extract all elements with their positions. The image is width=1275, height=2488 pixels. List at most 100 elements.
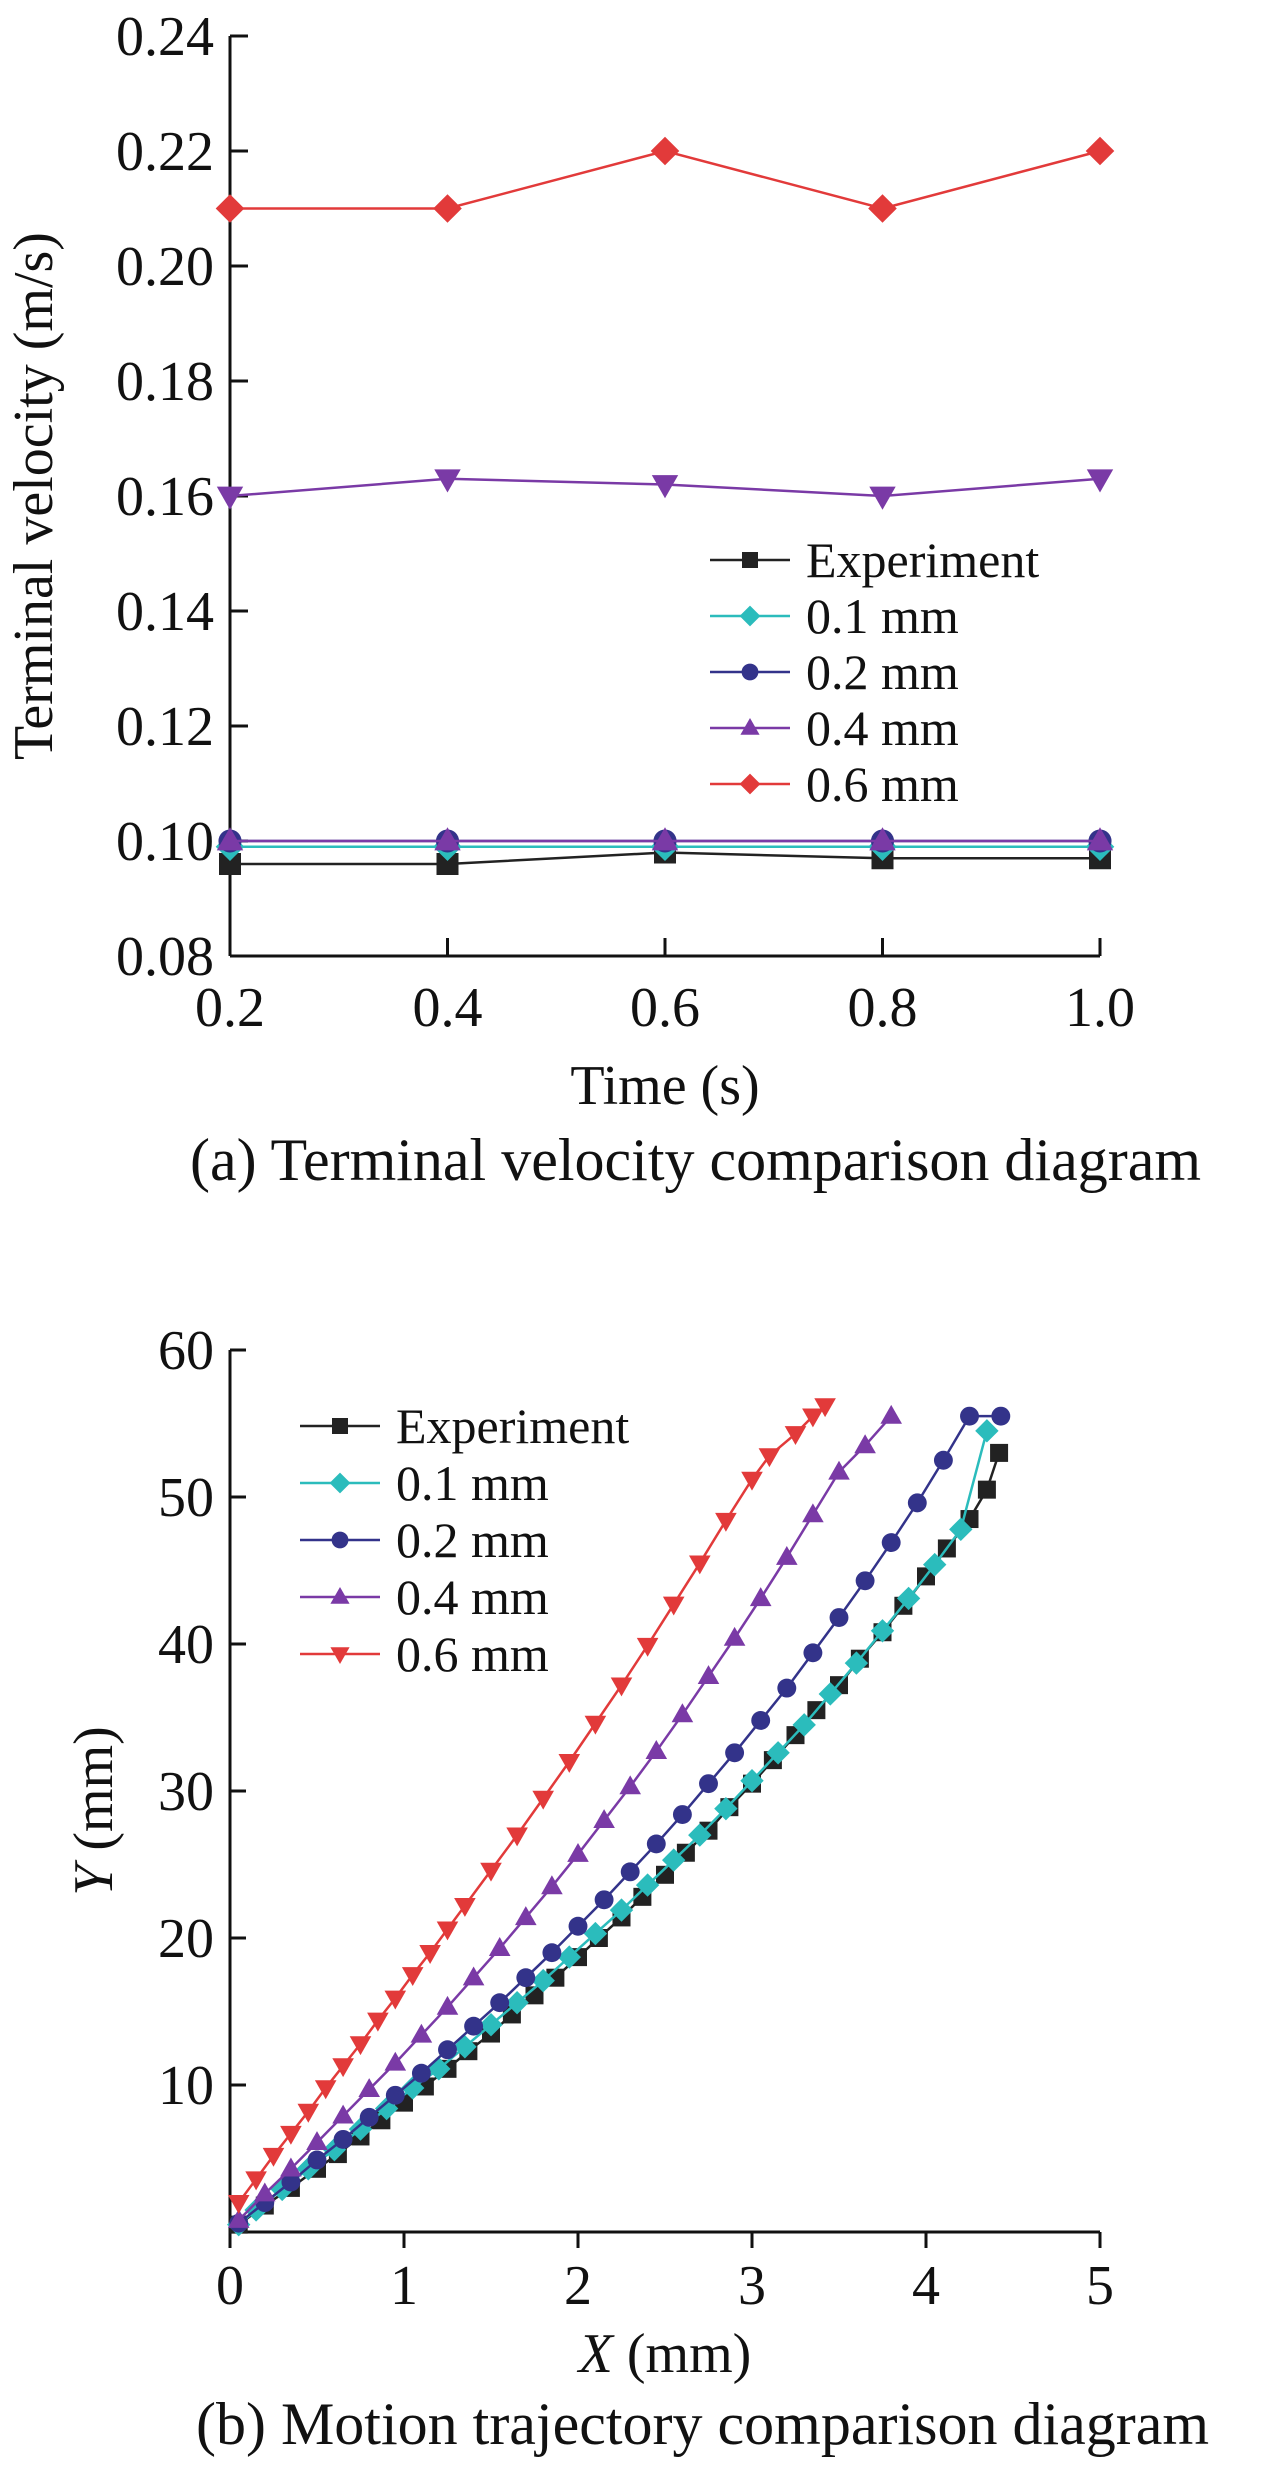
data-point <box>332 2058 354 2078</box>
data-point <box>975 1419 999 1443</box>
legend-marker <box>331 1531 349 1549</box>
legend-label: 0.4 mm <box>806 700 959 756</box>
legend-label: 0.1 mm <box>806 588 959 644</box>
figure-caption-a: (a) Terminal velocity comparison diagram <box>190 1127 1201 1193</box>
data-point <box>297 2103 320 2123</box>
legend-marker <box>330 1647 350 1664</box>
data-point <box>1086 827 1114 851</box>
legend-item: 0.6 mm <box>710 756 959 812</box>
data-point <box>609 1898 634 1922</box>
legend-marker <box>739 773 761 795</box>
data-point <box>490 1993 510 2013</box>
data-point <box>436 853 459 875</box>
data-point <box>636 1637 659 1657</box>
data-point <box>433 194 462 223</box>
data-point <box>844 1651 869 1675</box>
data-point <box>792 1713 816 1737</box>
data-point <box>438 2040 457 2060</box>
data-point <box>480 1862 502 1882</box>
data-point <box>583 1921 608 1946</box>
chart-b-axes: 0 1 2 3 4 5 10 20 30 40 50 60 <box>158 1320 1114 2317</box>
data-point <box>558 1753 581 1773</box>
data-point <box>531 1968 555 1993</box>
data-point <box>868 194 897 223</box>
data-point <box>662 1848 686 1872</box>
data-point <box>333 2129 353 2149</box>
x-tick-label: 0.4 <box>413 977 483 1039</box>
x-axis-variable: X <box>577 2323 616 2385</box>
data-point <box>869 827 896 851</box>
y-axis-title: Y (mm) <box>63 1726 125 1896</box>
data-point <box>818 1682 842 1706</box>
data-point <box>949 1517 973 1542</box>
data-point <box>506 1827 528 1847</box>
data-point <box>464 2016 484 2036</box>
x-tick-label: 0.2 <box>195 977 265 1039</box>
y-tick-label: 30 <box>158 1761 214 1823</box>
data-point <box>505 1990 529 2015</box>
y-tick-label: 0.22 <box>116 121 214 183</box>
legend-marker <box>740 718 760 735</box>
x-tick-label: 0.6 <box>630 977 700 1039</box>
legend-marker <box>332 1418 348 1434</box>
y-tick-label: 0.12 <box>116 696 214 758</box>
y-tick-label: 0.10 <box>116 811 214 873</box>
legend-label: 0.2 mm <box>806 644 959 700</box>
figure-caption-b: (b) Motion trajectory comparison diagram <box>196 2391 1209 2457</box>
y-tick-label: 60 <box>158 1320 214 1382</box>
data-point <box>358 2078 380 2098</box>
data-point <box>254 2182 276 2202</box>
data-point <box>434 827 461 851</box>
legend-label: 0.2 mm <box>396 1512 549 1568</box>
data-point <box>933 1450 953 1470</box>
data-point <box>307 2150 327 2170</box>
data-point <box>650 136 680 166</box>
data-point <box>671 1703 694 1723</box>
data-point <box>699 1774 718 1794</box>
data-point <box>479 2013 503 2037</box>
data-point <box>610 1677 633 1697</box>
data-point <box>385 2085 405 2105</box>
data-point <box>645 1740 668 1759</box>
data-point <box>488 1937 511 1956</box>
data-point <box>803 1643 823 1663</box>
data-point <box>434 469 461 493</box>
x-axis-unit: (mm) <box>613 2323 751 2385</box>
data-point <box>854 1434 876 1454</box>
data-point <box>306 2131 328 2150</box>
data-point <box>541 1875 563 1895</box>
data-point <box>776 1546 798 1565</box>
y-tick-label: 0.24 <box>116 6 214 68</box>
legend-label: Experiment <box>396 1398 629 1454</box>
data-point <box>384 2051 407 2071</box>
data-point <box>758 1448 781 1468</box>
x-tick-label: 5 <box>1086 2255 1114 2317</box>
legend-item: 0.2 mm <box>300 1512 549 1568</box>
y-tick-label: 50 <box>158 1467 214 1529</box>
series-0-4-mm-upper-curve <box>216 469 1114 510</box>
legend-label: 0.6 mm <box>396 1626 549 1682</box>
legend-marker <box>329 1472 351 1494</box>
data-point <box>419 1945 441 1964</box>
chart-a-axes: 0.2 0.4 0.6 0.8 1.0 0.08 0.10 0.12 0.14 0.16 0.18 0… <box>116 6 1135 1039</box>
data-point <box>766 1741 790 1765</box>
data-point <box>219 853 241 875</box>
legend-item: 0.1 mm <box>710 588 959 644</box>
data-point <box>584 1715 607 1735</box>
data-point <box>855 1571 875 1591</box>
data-point <box>828 1460 850 1480</box>
data-point <box>751 1710 771 1730</box>
data-point <box>802 1503 824 1523</box>
y-tick-label: 40 <box>158 1614 214 1676</box>
legend-item: Experiment <box>300 1398 629 1454</box>
data-point <box>723 1626 746 1646</box>
series-0-6-mm <box>227 1398 836 2214</box>
data-point <box>384 1990 407 2010</box>
legend-label: 0.6 mm <box>806 756 959 812</box>
x-axis-title: Time (s) <box>570 1055 759 1117</box>
legend-label: 0.1 mm <box>396 1455 549 1511</box>
